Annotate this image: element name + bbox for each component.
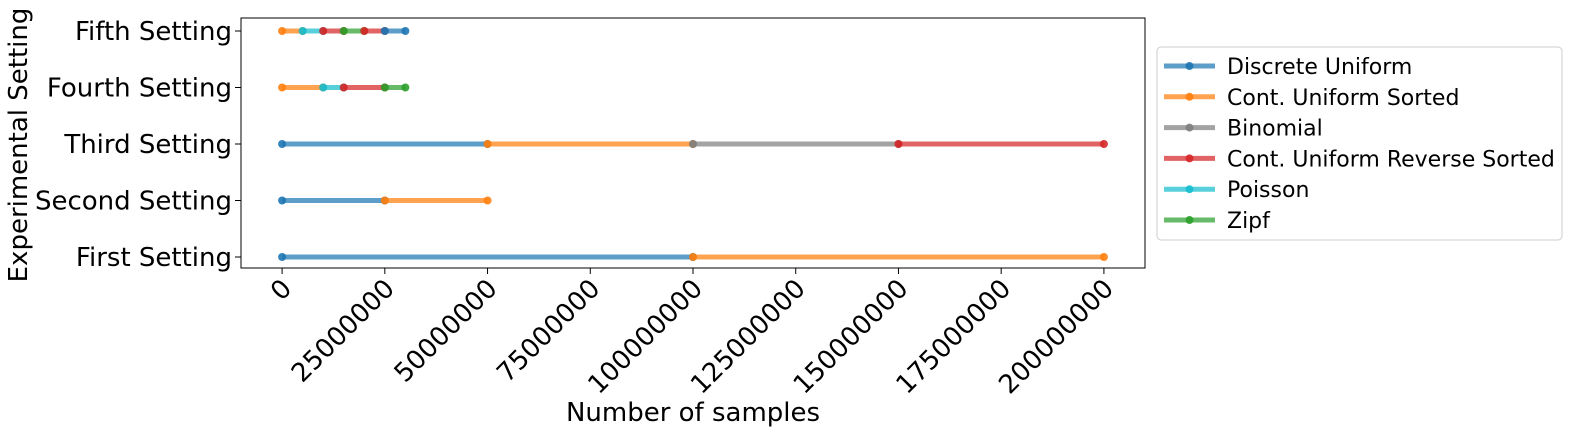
- segment-marker-end: [401, 27, 410, 35]
- segment-marker-start: [380, 196, 389, 205]
- plot-area: [278, 27, 1108, 261]
- segment-marker-start: [319, 83, 328, 92]
- segment-marker-start: [689, 140, 697, 148]
- legend-swatch-marker: [1185, 154, 1194, 163]
- legend-label: Poisson: [1227, 178, 1309, 203]
- x-tick-label: 25000000: [286, 274, 401, 389]
- legend-item-poisson: Poisson: [1164, 178, 1309, 203]
- legend-item-binomial: Binomial: [1164, 117, 1323, 142]
- y-axis: First Setting Second Setting Third Setting…: [35, 17, 241, 273]
- legend-label: Discrete Uniform: [1227, 55, 1412, 80]
- legend-swatch-marker: [1185, 92, 1194, 101]
- y-axis-title: Experimental Setting: [4, 8, 34, 283]
- legend-item-discrete-uniform: Discrete Uniform: [1164, 55, 1412, 80]
- legend-label: Cont. Uniform Reverse Sorted: [1227, 147, 1555, 172]
- y-tick-label-fourth-setting: Fourth Setting: [47, 74, 232, 104]
- legend: Discrete Uniform Cont. Uniform Sorted Bino…: [1156, 46, 1563, 241]
- legend-swatch-marker: [1185, 123, 1194, 132]
- y-tick-label-second-setting: Second Setting: [35, 187, 232, 217]
- segment-marker-start: [339, 83, 348, 92]
- x-tick-label: 0: [265, 274, 298, 307]
- segment-marker-start: [380, 83, 389, 92]
- segment-marker-start: [278, 83, 287, 92]
- segment-marker-start: [360, 27, 369, 35]
- segment-marker-start: [894, 140, 903, 148]
- segment-marker-start: [339, 27, 348, 35]
- legend-label: Cont. Uniform Sorted: [1227, 86, 1459, 111]
- segment-marker-start: [380, 27, 389, 35]
- y-tick-label-first-setting: First Setting: [76, 243, 232, 273]
- legend-item-cont-uniform-reverse-sorted: Cont. Uniform Reverse Sorted: [1164, 147, 1555, 172]
- legend-swatch-marker: [1185, 216, 1194, 224]
- y-tick-label-third-setting: Third Setting: [63, 130, 232, 160]
- segment-marker-start: [483, 140, 492, 148]
- x-axis-title: Number of samples: [566, 398, 820, 428]
- segment-marker-end: [401, 83, 410, 92]
- legend-item-zipf: Zipf: [1164, 209, 1271, 234]
- segment-marker-end: [1099, 140, 1108, 148]
- segment-marker-start: [278, 253, 287, 261]
- segment-marker-start: [278, 196, 287, 205]
- segment-marker-start: [278, 140, 287, 148]
- x-tick-label: 50000000: [389, 274, 504, 389]
- segment-marker-start: [689, 253, 697, 261]
- legend-item-cont-uniform-sorted: Cont. Uniform Sorted: [1164, 86, 1459, 111]
- legend-label: Zipf: [1227, 209, 1271, 234]
- x-axis: 0250000005000000075000000100000000125000…: [265, 268, 1120, 400]
- legend-label: Binomial: [1227, 117, 1323, 142]
- segment-marker-start: [298, 27, 307, 35]
- legend-box: [1156, 46, 1563, 241]
- segment-marker-end: [483, 196, 492, 205]
- segment-marker-start: [278, 27, 287, 35]
- y-tick-label-fifth-setting: Fifth Setting: [75, 17, 232, 47]
- legend-swatch-marker: [1185, 62, 1194, 70]
- segment-marker-end: [1099, 253, 1108, 261]
- legend-swatch-marker: [1185, 185, 1194, 194]
- segment-marker-start: [319, 27, 328, 35]
